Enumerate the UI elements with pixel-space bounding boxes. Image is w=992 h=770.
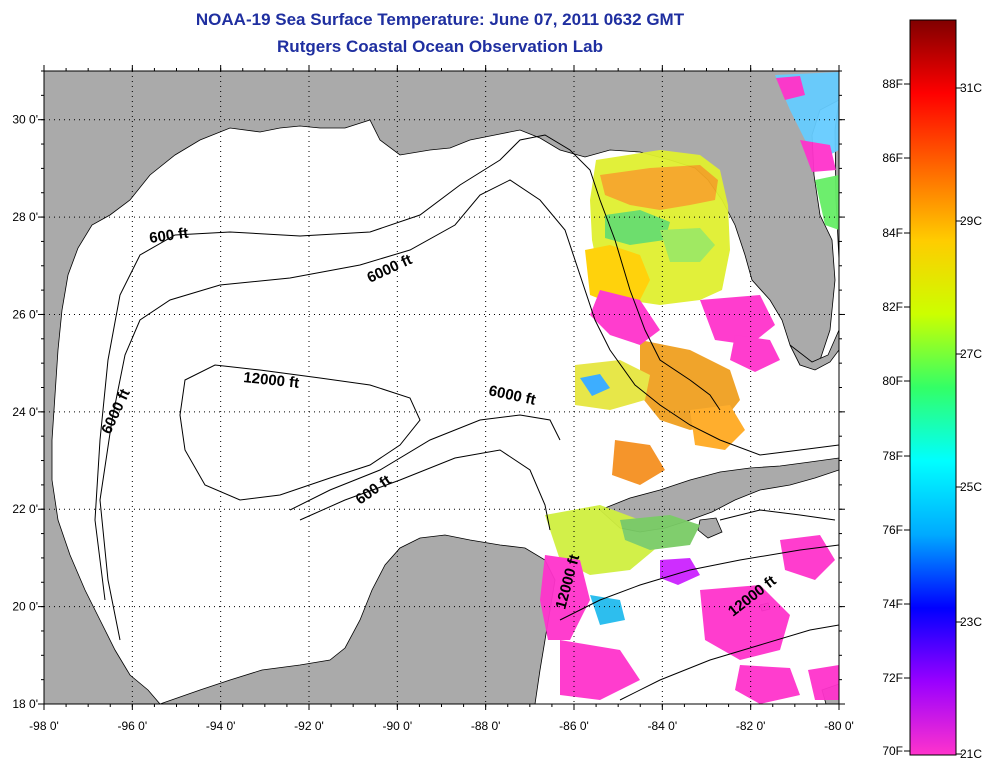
colorbar-f-label: 72F: [882, 671, 903, 685]
map-subtitle: Rutgers Coastal Ocean Observation Lab: [277, 37, 603, 56]
contour-600ft-yucatan: [299, 449, 551, 531]
map-axis-ticks: -98 0' -96 0' -94 0' -92 0' -90 0' -88 0' -86 …: [12, 65, 854, 733]
colorbar-f-label: 84F: [882, 226, 903, 240]
contour-6000ft-rim: [99, 179, 839, 641]
lat-tick-label: 20 0': [12, 600, 38, 614]
map-content: [44, 71, 839, 704]
colorbar-f-label: 80F: [882, 374, 903, 388]
map-grid: [44, 71, 839, 704]
contour-caribbean-3: [719, 509, 836, 521]
lon-tick-label: -94 0': [206, 719, 236, 733]
lon-tick-label: -92 0': [294, 719, 324, 733]
lon-tick-label: -90 0': [383, 719, 413, 733]
sst-data-field: [540, 72, 839, 704]
colorbar-f-label: 70F: [882, 744, 903, 758]
lon-tick-label: -80 0': [824, 719, 854, 733]
colorbar-c-label: 31C: [960, 81, 982, 95]
contour-12000ft: [179, 364, 421, 501]
colorbar-f-label: 74F: [882, 597, 903, 611]
lon-tick-label: -84 0': [648, 719, 678, 733]
lon-tick-label: -96 0': [118, 719, 148, 733]
colorbar-c-label: 25C: [960, 480, 982, 494]
lon-tick-label: -98 0': [29, 719, 59, 733]
lon-tick-label: -88 0': [471, 719, 501, 733]
colorbar-f-label: 88F: [882, 77, 903, 91]
colorbar-f-label: 82F: [882, 300, 903, 314]
contour-6000ft-south: [289, 414, 561, 511]
colorbar-c-label: 29C: [960, 214, 982, 228]
colorbar-c-label: 27C: [960, 347, 982, 361]
contour-600ft-north: [94, 134, 721, 601]
colorbar-c-label: 23C: [960, 615, 982, 629]
lat-tick-label: 26 0': [12, 307, 38, 321]
contour-label: 600 ft: [148, 225, 189, 247]
lat-tick-label: 22 0': [12, 502, 38, 516]
lon-tick-label: -82 0': [736, 719, 766, 733]
lat-tick-label: 24 0': [12, 405, 38, 419]
contour-label: 12000 ft: [243, 369, 300, 392]
lat-tick-label: 18 0': [12, 697, 38, 711]
bathymetry-contours: [94, 134, 839, 701]
colorbar-f-label: 76F: [882, 523, 903, 537]
contour-caribbean-1: [559, 544, 839, 621]
colorbar-labels: 88F 86F 84F 82F 80F 78F 76F 74F 72F 70F 31C 29C 27C 2…: [882, 77, 982, 761]
colorbar-f-label: 86F: [882, 151, 903, 165]
contour-caribbean-2: [619, 624, 839, 701]
colorbar: [909, 19, 957, 756]
map-title: NOAA-19 Sea Surface Temperature: June 07…: [195, 10, 685, 29]
colorbar-c-label: 21C: [960, 747, 982, 761]
lat-tick-label: 30 0': [12, 113, 38, 127]
lon-tick-label: -86 0': [559, 719, 589, 733]
colorbar-f-label: 78F: [882, 449, 903, 463]
lat-tick-label: 28 0': [12, 210, 38, 224]
